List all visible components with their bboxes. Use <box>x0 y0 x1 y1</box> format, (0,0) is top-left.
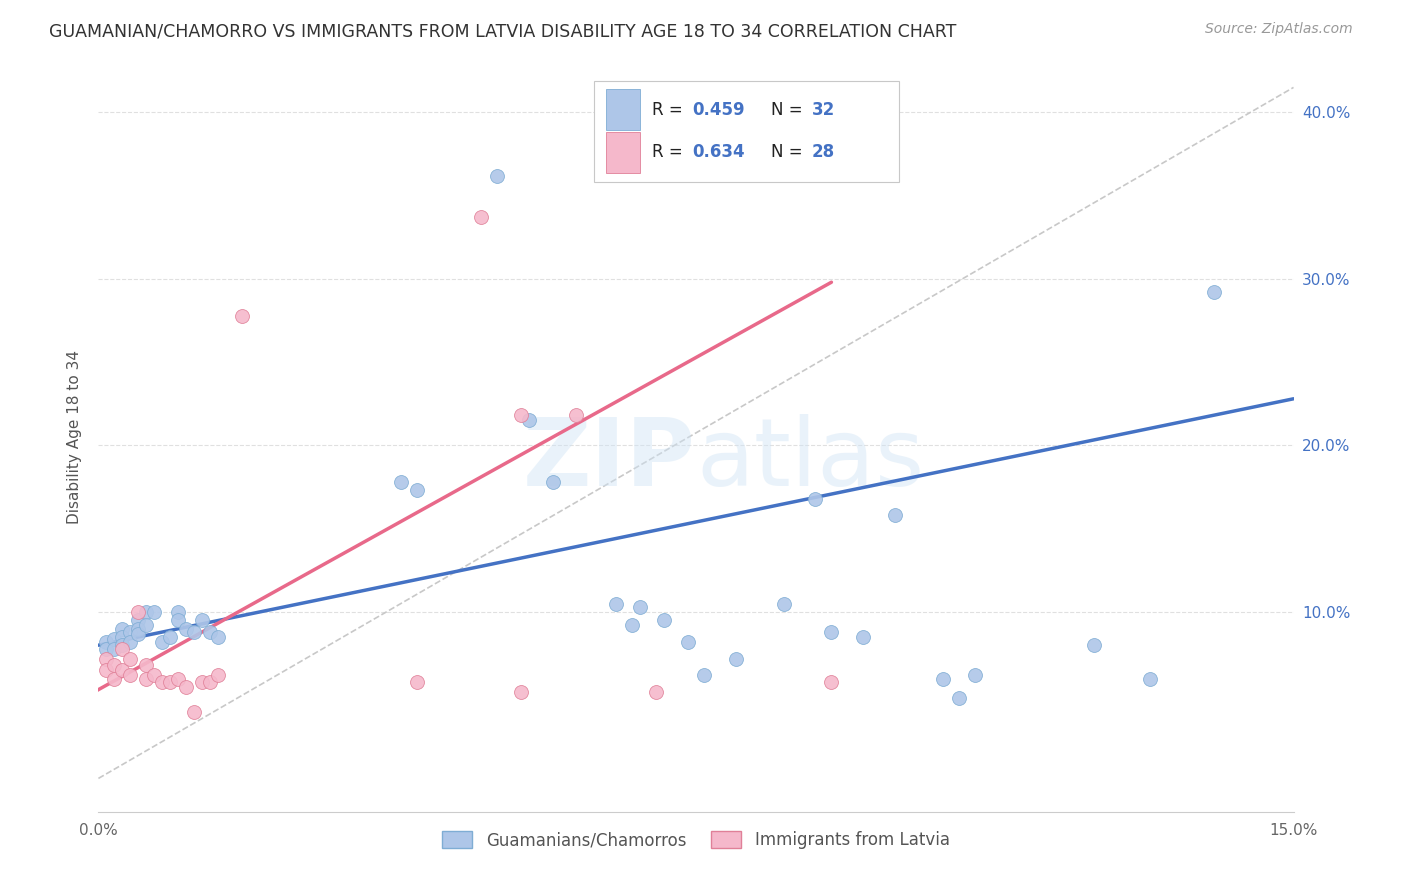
Text: R =: R = <box>652 144 688 161</box>
Point <box>143 668 166 682</box>
Point <box>509 685 531 699</box>
Point <box>198 624 221 639</box>
Point <box>120 635 142 649</box>
Text: N =: N = <box>772 101 808 119</box>
Point <box>963 668 986 682</box>
Point <box>628 599 651 614</box>
Text: 0.634: 0.634 <box>692 144 745 161</box>
Point <box>174 622 197 636</box>
Point <box>198 674 221 689</box>
Point <box>96 635 118 649</box>
Point <box>645 685 668 699</box>
Point <box>159 674 181 689</box>
Point <box>541 475 564 489</box>
Text: GUAMANIAN/CHAMORRO VS IMMIGRANTS FROM LATVIA DISABILITY AGE 18 TO 34 CORRELATION: GUAMANIAN/CHAMORRO VS IMMIGRANTS FROM LA… <box>49 22 956 40</box>
Point <box>1202 285 1225 300</box>
Point <box>509 409 531 423</box>
Text: R =: R = <box>652 101 688 119</box>
Point <box>621 618 644 632</box>
Point <box>191 674 214 689</box>
Point <box>150 674 173 689</box>
Point <box>231 309 253 323</box>
Point <box>565 409 588 423</box>
Point <box>167 672 190 686</box>
Point <box>111 622 134 636</box>
Point <box>167 605 190 619</box>
Text: 32: 32 <box>811 101 835 119</box>
Point <box>111 641 134 656</box>
Legend: Guamanians/Chamorros, Immigrants from Latvia: Guamanians/Chamorros, Immigrants from La… <box>436 824 956 855</box>
Point <box>127 613 149 627</box>
Point <box>103 641 125 656</box>
Point <box>127 605 149 619</box>
Point <box>406 674 429 689</box>
Point <box>135 672 157 686</box>
Point <box>772 597 794 611</box>
Point <box>207 668 229 682</box>
Text: 0.459: 0.459 <box>692 101 745 119</box>
Point <box>389 475 412 489</box>
Point <box>111 630 134 644</box>
Point <box>103 672 125 686</box>
Point <box>207 630 229 644</box>
Point <box>127 626 149 640</box>
Point <box>183 705 205 719</box>
Point <box>1083 638 1105 652</box>
Point <box>120 624 142 639</box>
Point <box>693 668 716 682</box>
Point <box>111 663 134 677</box>
Point <box>167 613 190 627</box>
Text: 28: 28 <box>811 144 835 161</box>
Point <box>127 622 149 636</box>
Point <box>605 597 627 611</box>
Text: ZIP: ZIP <box>523 414 696 506</box>
FancyBboxPatch shape <box>595 81 900 182</box>
Text: Source: ZipAtlas.com: Source: ZipAtlas.com <box>1205 22 1353 37</box>
Point <box>884 508 907 523</box>
Point <box>103 632 125 646</box>
Point <box>191 613 214 627</box>
Point <box>150 635 173 649</box>
Point <box>159 630 181 644</box>
Point <box>174 680 197 694</box>
Point <box>143 605 166 619</box>
Point <box>111 638 134 652</box>
Point <box>820 674 842 689</box>
Point <box>120 651 142 665</box>
Point <box>804 491 827 506</box>
FancyBboxPatch shape <box>606 89 640 130</box>
Point <box>96 641 118 656</box>
Point <box>676 635 699 649</box>
Point <box>96 651 118 665</box>
Point <box>135 658 157 673</box>
Point <box>652 613 675 627</box>
Point <box>103 658 125 673</box>
Point <box>406 483 429 498</box>
Point <box>135 605 157 619</box>
Point <box>1139 672 1161 686</box>
Point <box>470 211 492 225</box>
Text: N =: N = <box>772 144 808 161</box>
Point <box>120 668 142 682</box>
Point <box>852 630 875 644</box>
Y-axis label: Disability Age 18 to 34: Disability Age 18 to 34 <box>67 350 83 524</box>
Point <box>485 169 508 183</box>
Text: atlas: atlas <box>696 414 924 506</box>
Point <box>96 663 118 677</box>
Point <box>932 672 955 686</box>
Point <box>135 618 157 632</box>
Point <box>820 624 842 639</box>
Point <box>724 651 747 665</box>
Point <box>948 691 970 706</box>
Point <box>183 624 205 639</box>
Point <box>517 413 540 427</box>
FancyBboxPatch shape <box>606 132 640 173</box>
